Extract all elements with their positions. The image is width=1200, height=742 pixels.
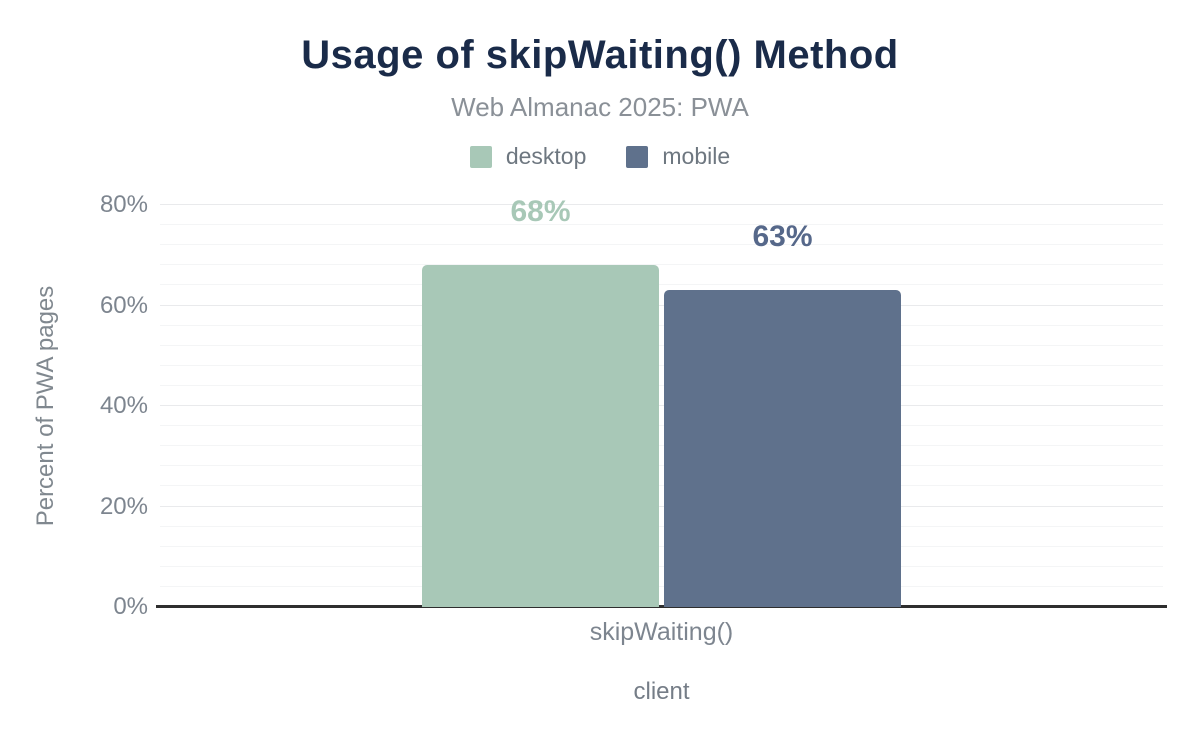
bar-value-label-mobile: 63%: [752, 220, 813, 254]
y-tick-label: 60%: [99, 291, 148, 319]
gridline-minor: [160, 585, 1163, 587]
gridline-minor: [160, 324, 1163, 326]
bar-value-label-desktop: 68%: [510, 195, 571, 229]
legend-item-mobile: mobile: [626, 143, 730, 170]
gridline-minor: [160, 264, 1163, 266]
y-tick-label: 80%: [99, 191, 148, 218]
gridline-minor: [160, 224, 1163, 226]
gridline-minor: [160, 344, 1163, 346]
gridline-minor: [160, 545, 1163, 547]
gridline-minor: [160, 284, 1163, 286]
gridline-minor: [160, 465, 1163, 467]
legend-swatch-desktop: [469, 145, 492, 168]
gridline-minor: [160, 384, 1163, 386]
legend: desktop mobile: [0, 143, 1200, 170]
gridline-minor: [160, 244, 1163, 246]
gridline-major: [160, 405, 1163, 406]
gridline-minor: [160, 525, 1163, 527]
chart-title: Usage of skipWaiting() Method: [301, 33, 899, 77]
gridline-minor: [160, 485, 1163, 487]
x-axis-title: client: [633, 678, 690, 705]
plot-area: 68% 63%: [156, 195, 1167, 608]
legend-swatch-mobile: [626, 145, 649, 168]
y-tick-label: 40%: [99, 392, 148, 419]
legend-item-desktop: desktop: [469, 143, 587, 170]
gridline-major: [160, 304, 1163, 306]
gridline-minor: [160, 425, 1163, 427]
gridline-minor: [160, 364, 1163, 366]
gridline-major: [160, 505, 1163, 507]
legend-label-mobile: mobile: [662, 143, 731, 169]
x-tick-label: skipWaiting(): [589, 618, 734, 646]
y-tick-label: 0%: [113, 593, 148, 620]
x-axis-line: [156, 605, 1167, 608]
legend-label-desktop: desktop: [505, 143, 587, 169]
gridline-minor: [160, 445, 1163, 447]
bar-mobile: [664, 290, 901, 607]
gridline-major: [160, 204, 1163, 205]
bar-desktop: [422, 265, 659, 607]
chart-subtitle: Web Almanac 2025: PWA: [451, 92, 749, 122]
y-tick-label: 20%: [99, 492, 148, 520]
gridline-minor: [160, 565, 1163, 567]
y-axis-tick-labels: 0% 20% 40% 60% 80%: [0, 193, 148, 619]
